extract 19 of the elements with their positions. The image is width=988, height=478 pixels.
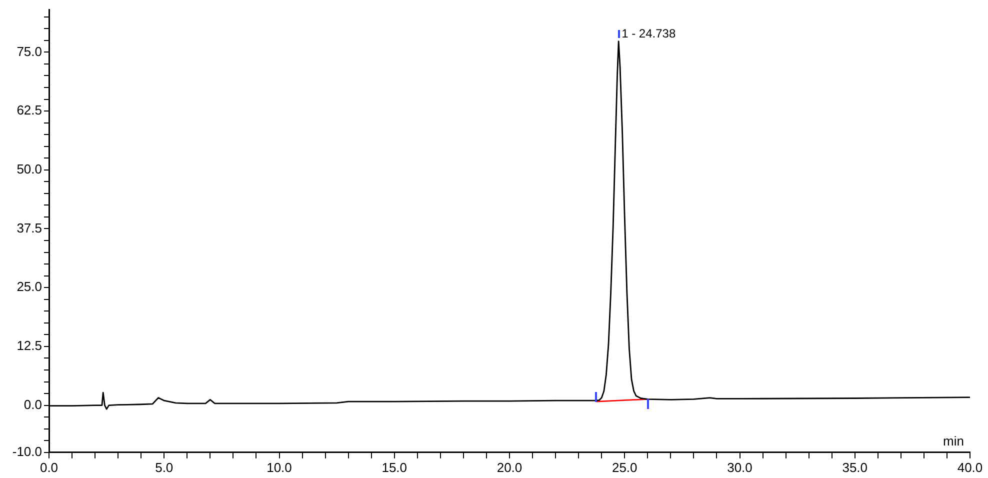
y-tick-label: 12.5 [16, 338, 42, 354]
y-tick-label: 62.5 [16, 102, 42, 118]
x-tick-label: 35.0 [842, 460, 868, 475]
x-axis-title: min [943, 433, 964, 448]
y-tick-label: -10.0 [12, 444, 42, 459]
y-tick-label: 25.0 [16, 279, 42, 294]
x-tick-label: 15.0 [382, 460, 408, 475]
annotation: 1 - 24.738 [622, 26, 676, 41]
y-tick-label: 75.0 [16, 44, 42, 59]
x-tick-label: 10.0 [266, 460, 292, 475]
x-tick-label: 5.0 [155, 460, 174, 475]
x-tick-label: 40.0 [957, 460, 983, 475]
x-tick-label: 20.0 [496, 460, 522, 475]
y-tick-label: 37.5 [16, 220, 42, 236]
y-tick-label: 0.0 [24, 396, 42, 412]
y-tick-label: 50.0 [16, 161, 42, 176]
x-tick-label: 30.0 [727, 460, 752, 475]
x-tick-label: 0.0 [40, 460, 58, 475]
x-tick-label: 25.0 [612, 460, 638, 475]
